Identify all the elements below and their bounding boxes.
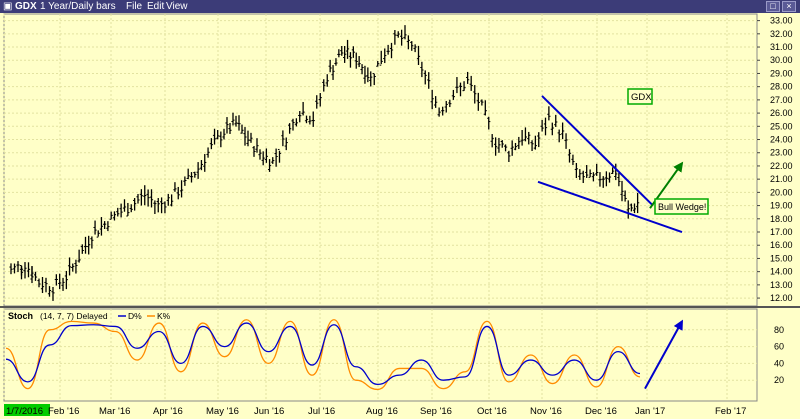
bull-wedge-label: Bull Wedge! bbox=[658, 202, 706, 212]
timeframe-selector[interactable]: 1 Year/Daily bars bbox=[40, 1, 116, 12]
x-tick-label: 1/7/2016 bbox=[6, 406, 43, 417]
wedge-upper-line bbox=[541, 95, 654, 207]
legend-d-label: D% bbox=[128, 311, 142, 321]
window-icon: ▣ bbox=[3, 1, 13, 12]
y-tick-label: 32.00 bbox=[770, 29, 793, 39]
x-tick-label: Feb '16 bbox=[48, 406, 79, 417]
date-highlight bbox=[4, 404, 50, 416]
bull-wedge-box bbox=[654, 198, 709, 215]
y-tick-label: 23.00 bbox=[770, 148, 793, 158]
y-tick-label: 20.00 bbox=[770, 187, 793, 197]
gdx-label-box bbox=[627, 88, 653, 105]
y-tick-label: 14.00 bbox=[770, 267, 793, 277]
y-tick-label: 30.00 bbox=[770, 55, 793, 65]
y-tick-label: 60 bbox=[774, 342, 784, 352]
close-icon[interactable]: × bbox=[782, 1, 796, 12]
y-tick-label: 13.00 bbox=[770, 280, 793, 290]
y-tick-label: 15.00 bbox=[770, 253, 793, 263]
price-panel bbox=[3, 13, 758, 307]
y-tick-label: 25.00 bbox=[770, 121, 793, 131]
y-tick-label: 17.00 bbox=[770, 227, 793, 237]
y-tick-label: 12.00 bbox=[770, 293, 793, 303]
y-tick-label: 20 bbox=[774, 375, 784, 385]
y-tick-label: 24.00 bbox=[770, 135, 793, 145]
y-tick-label: 27.00 bbox=[770, 95, 793, 105]
x-tick-label: Nov '16 bbox=[530, 406, 562, 417]
stoch-params: (14, 7, 7) Delayed bbox=[40, 311, 108, 321]
y-tick-label: 28.00 bbox=[770, 82, 793, 92]
y-tick-label: 22.00 bbox=[770, 161, 793, 171]
gdx-label: GDX bbox=[631, 92, 652, 103]
x-tick-label: Aug '16 bbox=[366, 406, 398, 417]
y-tick-label: 40 bbox=[774, 358, 784, 368]
y-tick-label: 26.00 bbox=[770, 108, 793, 118]
stoch-k-line bbox=[5, 319, 641, 391]
y-tick-label: 19.00 bbox=[770, 201, 793, 211]
symbol-label: GDX bbox=[15, 1, 37, 12]
y-tick-label: 33.00 bbox=[770, 16, 793, 26]
y-tick-label: 21.00 bbox=[770, 174, 793, 184]
stoch-title: Stoch bbox=[8, 311, 33, 321]
stoch-d-line bbox=[5, 322, 641, 386]
x-tick-label: Feb '17 bbox=[715, 406, 746, 417]
title-bar: ▣ GDX 1 Year/Daily bars File Edit View □… bbox=[0, 0, 800, 13]
x-tick-label: Mar '16 bbox=[99, 406, 130, 417]
x-tick-label: Jun '16 bbox=[254, 406, 284, 417]
maximize-icon[interactable]: □ bbox=[766, 1, 780, 12]
x-tick-label: Apr '16 bbox=[153, 406, 183, 417]
x-tick-label: Jul '16 bbox=[308, 406, 335, 417]
wedge-lower-line bbox=[537, 180, 683, 233]
x-tick-label: May '16 bbox=[206, 406, 239, 417]
stoch-panel bbox=[3, 308, 758, 402]
menu-file[interactable]: File bbox=[126, 1, 143, 12]
y-tick-label: 29.00 bbox=[770, 68, 793, 78]
y-tick-label: 80 bbox=[774, 325, 784, 335]
x-tick-label: Dec '16 bbox=[585, 406, 617, 417]
x-tick-label: Sep '16 bbox=[420, 406, 452, 417]
menu-edit[interactable]: Edit bbox=[147, 1, 165, 12]
x-tick-label: Jan '17 bbox=[635, 406, 665, 417]
legend-k-label: K% bbox=[157, 311, 171, 321]
x-tick-label: Oct '16 bbox=[477, 406, 507, 417]
stoch-up-arrow bbox=[644, 319, 683, 390]
menu-view[interactable]: View bbox=[166, 1, 188, 12]
y-tick-label: 31.00 bbox=[770, 42, 793, 52]
y-tick-label: 18.00 bbox=[770, 214, 793, 224]
y-tick-label: 16.00 bbox=[770, 240, 793, 250]
